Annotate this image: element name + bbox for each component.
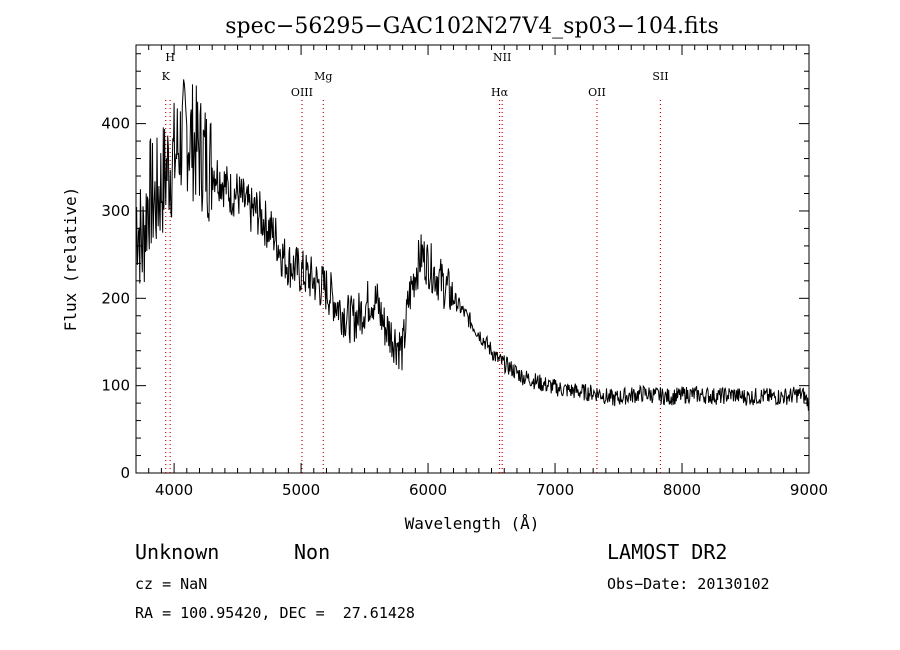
y-tick-label: 400: [101, 115, 130, 133]
spectral-line-label: Mg: [314, 70, 332, 83]
y-tick-label: 200: [101, 289, 130, 307]
plot-frame: [135, 44, 810, 474]
y-tick-label: 300: [101, 202, 130, 220]
spectral-line-label: SII: [652, 70, 668, 83]
coordinates-text: RA = 100.95420, DEC = 27.61428: [135, 604, 415, 622]
x-tick-label: 8000: [663, 481, 701, 499]
x-tick-label: 7000: [536, 481, 574, 499]
flux-series-line: [135, 79, 810, 411]
object-class-text: Unknown: [135, 540, 220, 564]
x-axis-label: Wavelength (Å): [405, 514, 540, 533]
x-tick-label: 6000: [409, 481, 447, 499]
spectral-line-label: Hα: [491, 86, 509, 99]
y-tick-label: 0: [120, 464, 130, 482]
subclass-text: Non: [294, 540, 331, 564]
spectral-line-label: OIII: [291, 86, 313, 99]
x-tick-label: 9000: [790, 481, 828, 499]
x-tick-label: 5000: [282, 481, 320, 499]
y-tick-label: 100: [101, 377, 130, 395]
spectral-line-label: NII: [493, 51, 511, 64]
redshift-text: cz = NaN: [135, 575, 208, 593]
spectral-line-label: H: [165, 51, 175, 64]
axis-ticks: 4000 5000 6000 7000 8000 9000 0 100 200 300 400: [101, 45, 828, 499]
survey-text: LAMOST DR2: [607, 540, 728, 564]
y-axis-label: Flux (relative): [61, 187, 80, 332]
chart-title: spec−56295−GAC102N27V4_sp03−104.fits: [225, 14, 719, 39]
spectral-line-label: K: [162, 70, 171, 83]
spectral-line-label: OII: [588, 86, 606, 99]
obs-date-text: Obs−Date: 20130102: [607, 575, 770, 593]
x-tick-label: 4000: [155, 481, 193, 499]
